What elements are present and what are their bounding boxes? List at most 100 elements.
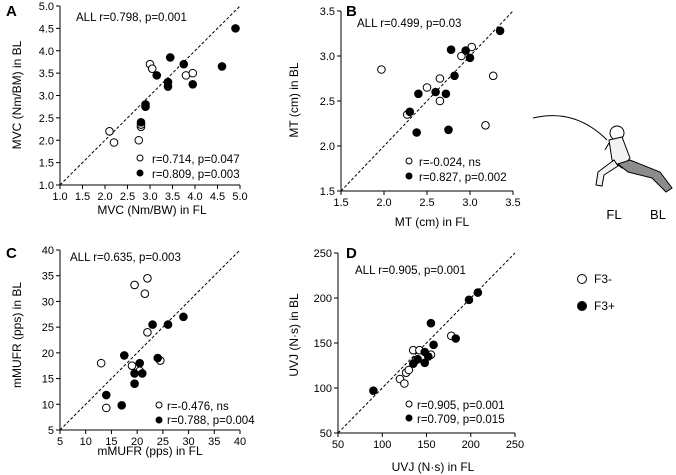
panel-d-xtick-label: 50 <box>332 439 344 451</box>
fencer-back-leg <box>616 159 673 193</box>
panel-a-ytick-label: 3.5 <box>39 68 54 80</box>
panel-b-f3plus-point <box>441 89 451 99</box>
panel-a-f3minus-point <box>147 64 157 73</box>
panel-c-f3minus-point <box>143 273 152 283</box>
panel-d-f3plus-point <box>420 358 430 368</box>
panel-c-f3minus-point <box>143 327 152 337</box>
panel-b-label: B <box>346 3 357 20</box>
panel-b-stat-f3plus-marker <box>405 172 413 180</box>
panel-c-f3plus-point <box>135 358 145 368</box>
panel-d-f3minus-stat: r=0.905, p=0.001 <box>417 400 505 412</box>
panel-b-f3plus-point <box>450 71 459 81</box>
panel-c-f3plus-point <box>148 320 157 329</box>
panel-c-xtick-label: 10 <box>80 436 92 448</box>
panel-b-f3plus-point <box>444 125 453 135</box>
panel-a-xtick-label: 1.5 <box>75 191 90 203</box>
panel-b-f3plus-point <box>465 53 475 63</box>
panel-c-xtick-label: 35 <box>208 436 220 448</box>
panel-b-f3minus-point <box>422 83 432 92</box>
panel-c-f3plus-point <box>153 353 163 363</box>
panel-c-ytick-label: 30 <box>42 296 54 308</box>
panel-a: A ALL r=0.798, p=0.001 MVC (Nm/BW) in FL… <box>6 1 248 217</box>
panel-d-f3minus-point <box>400 379 409 388</box>
panel-b: B ALL r=0.499, p=0.03 MT (cm) in FL MT (… <box>287 3 521 229</box>
panel-c-xtick-label: 20 <box>131 436 143 448</box>
panel-c-ytick-label: 15 <box>42 374 54 386</box>
panel-b-ytick-label: 3.0 <box>320 51 335 63</box>
panel-a-ytick-label: 1.0 <box>39 180 54 192</box>
panel-d-xtick-label: 250 <box>506 439 524 451</box>
panel-c: C ALL r=0.635, p=0.003 mMUFR (pps) in FL… <box>6 245 255 458</box>
panel-c-f3plus-point <box>130 369 139 378</box>
panel-b-stat-f3minus-marker <box>405 157 413 165</box>
panel-d-f3plus-point <box>429 340 438 350</box>
panel-c-f3minus-point <box>140 289 150 299</box>
panel-a-f3plus-point <box>188 80 198 89</box>
panel-a-f3plus-point <box>163 82 173 91</box>
panel-c-f3minus-point <box>96 358 106 368</box>
panel-b-f3minus-point <box>435 74 445 83</box>
panel-c-f3minus-point <box>127 361 137 371</box>
panel-d-ytick-label: 250 <box>314 248 332 260</box>
panel-d-ytick-label: 50 <box>320 428 332 440</box>
panel-d-stat-f3plus-marker <box>405 414 413 422</box>
panel-c-f3plus-point <box>130 379 139 389</box>
panel-c-xtick-label: 5 <box>57 436 63 448</box>
legend: F3- F3+ <box>577 272 615 313</box>
panel-c-ytick-label: 35 <box>42 271 54 283</box>
panel-a-identity-line <box>59 5 241 186</box>
panel-a-f3plus-point <box>217 62 227 71</box>
panel-a-f3minus-point <box>109 138 119 147</box>
panel-c-f3plus-point <box>101 390 111 400</box>
panel-a-f3plus-point <box>179 59 189 69</box>
panel-d-f3plus-point <box>413 354 422 364</box>
panel-c-xtick-label: 25 <box>157 436 169 448</box>
panel-b-xlabel: MT (cm) in FL <box>395 215 470 229</box>
panel-b-xtick-label: 2.5 <box>419 197 434 209</box>
panel-c-identity-line <box>59 249 241 431</box>
panel-b-ytick-label: 1.5 <box>320 186 335 198</box>
panel-d-xtick-label: 100 <box>373 439 391 451</box>
panel-a-xtick-label: 4.0 <box>187 191 202 203</box>
panel-b-f3plus-stat: r=0.827, p=0.002 <box>419 172 507 184</box>
panel-b-xtick-label: 3.5 <box>505 197 520 209</box>
panel-c-f3plus-stat: r=0.788, p=0.004 <box>167 415 255 427</box>
panel-b-ytick-label: 2.5 <box>320 96 335 108</box>
panel-d-f3plus-point <box>423 352 433 361</box>
panel-d-f3plus-point <box>369 386 378 396</box>
panel-c-xtick-label: 15 <box>105 436 117 448</box>
legend-f3minus-label: F3- <box>594 272 612 286</box>
panel-b-f3plus-point <box>405 107 415 117</box>
panel-c-ylabel: mMUFR (pps) in BL <box>10 282 24 388</box>
panel-b-ytick-label: 3.5 <box>320 6 335 18</box>
panel-b-ylabel: MT (cm) in BL <box>287 62 301 137</box>
panel-b-f3plus-point <box>431 87 440 97</box>
panel-a-xtick-label: 3.5 <box>165 191 180 203</box>
panel-a-xlabel: MVC (Nm/BW) in FL <box>97 203 207 217</box>
panel-c-ytick-label: 25 <box>42 322 54 334</box>
panel-d-ytick-label: 200 <box>314 293 332 305</box>
panel-a-all-stat: ALL r=0.798, p=0.001 <box>76 12 187 24</box>
panel-c-f3minus-point <box>101 403 111 413</box>
panel-a-ytick-label: 5.0 <box>39 1 54 13</box>
panel-a-f3minus-stat: r=0.714, p=0.047 <box>152 154 240 166</box>
panel-b-f3plus-point <box>446 45 456 55</box>
panel-c-ytick-label: 5 <box>48 425 54 437</box>
legend-f3plus-label: F3+ <box>594 299 615 313</box>
panel-c-f3minus-point <box>130 280 139 290</box>
fencer-lunge-illustration: FL BL <box>532 115 673 222</box>
panel-b-identity-line <box>340 10 514 192</box>
fencer-arm <box>604 142 610 151</box>
legend-f3minus-marker <box>577 274 587 284</box>
panel-a-ylabel: MVC (Nm/BM) in BL <box>10 40 24 149</box>
panel-a-xtick-label: 2.5 <box>120 191 135 203</box>
panel-d-label: D <box>346 245 357 262</box>
panel-a-f3minus-point <box>105 127 114 136</box>
panel-a-f3plus-stat: r=0.809, p=0.003 <box>152 169 240 181</box>
panel-a-f3plus-point <box>165 53 175 62</box>
panel-c-f3minus-stat: r=-0.476, ns <box>167 401 229 413</box>
panel-b-xtick-label: 1.5 <box>333 197 348 209</box>
panel-c-f3plus-point <box>119 351 129 360</box>
panel-b-f3minus-point <box>488 71 498 81</box>
